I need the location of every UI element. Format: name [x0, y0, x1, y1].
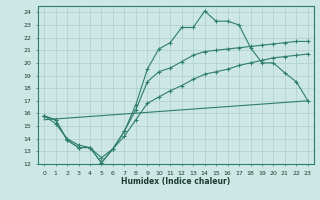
- X-axis label: Humidex (Indice chaleur): Humidex (Indice chaleur): [121, 177, 231, 186]
